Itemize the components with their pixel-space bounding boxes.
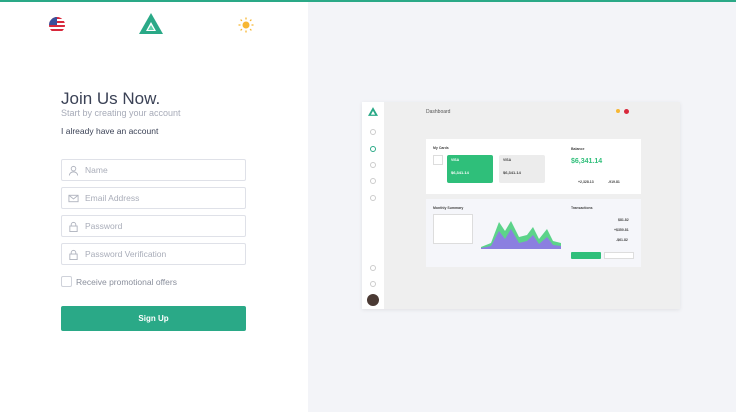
preview-summary-panel: Monthly Summary Transactions $81.82 +$35… (426, 199, 641, 267)
promo-checkbox-label[interactable]: Receive promotional offers (76, 277, 177, 287)
dashboard-preview-image: Dashboard My Cards VISA $6,341.14 VISA $… (362, 102, 680, 309)
top-accent-line (0, 0, 736, 2)
name-field[interactable] (61, 159, 246, 181)
promo-checkbox[interactable] (61, 276, 72, 287)
email-input[interactable] (85, 193, 235, 203)
password-verification-field[interactable] (61, 243, 246, 265)
page-subtitle: Start by creating your account (61, 108, 181, 118)
preview-cards-panel: My Cards VISA $6,341.14 VISA $6,341.14 B… (426, 139, 641, 194)
password-field[interactable] (61, 215, 246, 237)
user-icon (68, 165, 79, 176)
email-field[interactable] (61, 187, 246, 209)
preview-logo-icon (368, 107, 378, 116)
password-input[interactable] (85, 221, 235, 231)
triangle-logo-icon[interactable] (139, 13, 163, 34)
preview-title: Dashboard (426, 109, 451, 115)
sun-icon[interactable] (238, 17, 254, 33)
preview-avatar (367, 294, 379, 306)
preview-sidebar (362, 102, 384, 309)
password-verification-input[interactable] (85, 249, 235, 259)
name-input[interactable] (85, 165, 235, 175)
us-flag-icon[interactable] (49, 17, 65, 33)
lock-icon (69, 249, 78, 260)
page-title: Join Us Now. (61, 89, 161, 108)
login-link[interactable]: I already have an account (61, 126, 159, 136)
mail-icon (68, 194, 79, 202)
sign-up-button[interactable]: Sign Up (61, 306, 246, 331)
lock-icon (69, 221, 78, 232)
signup-panel (0, 2, 308, 412)
